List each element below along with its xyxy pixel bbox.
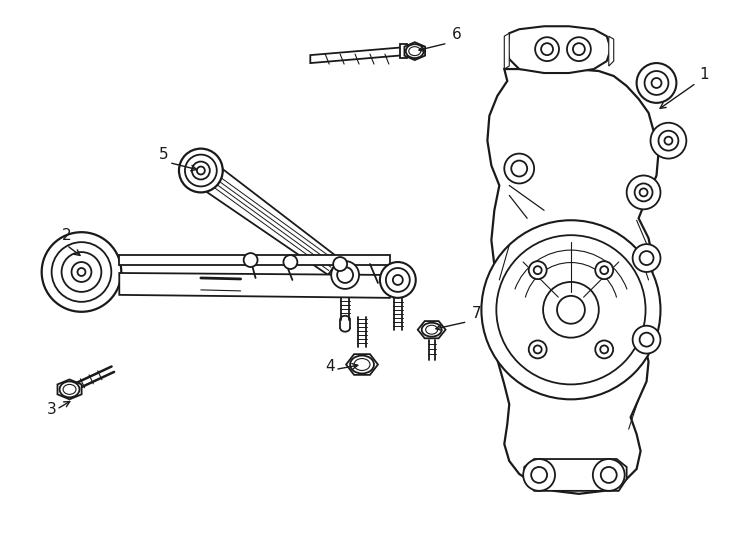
Circle shape [535, 37, 559, 61]
Circle shape [71, 262, 92, 282]
Ellipse shape [354, 359, 370, 370]
Text: 4: 4 [325, 360, 335, 374]
Polygon shape [310, 47, 405, 63]
Circle shape [185, 154, 217, 186]
Circle shape [51, 242, 112, 302]
Polygon shape [346, 354, 378, 375]
Text: 5: 5 [159, 146, 169, 161]
Ellipse shape [406, 44, 424, 58]
Circle shape [664, 137, 672, 145]
Circle shape [393, 275, 403, 285]
Ellipse shape [59, 381, 79, 397]
Text: 7: 7 [471, 306, 481, 321]
Circle shape [557, 296, 585, 323]
Circle shape [244, 253, 258, 267]
Circle shape [534, 346, 542, 353]
Polygon shape [120, 255, 390, 265]
Circle shape [528, 261, 547, 279]
Circle shape [595, 261, 613, 279]
Circle shape [650, 123, 686, 159]
Circle shape [283, 255, 297, 269]
Circle shape [192, 161, 210, 179]
Circle shape [496, 235, 646, 384]
Circle shape [636, 63, 677, 103]
Circle shape [652, 78, 661, 88]
Text: 6: 6 [451, 27, 461, 42]
Circle shape [600, 266, 608, 274]
Circle shape [573, 43, 585, 55]
Polygon shape [608, 36, 614, 66]
Circle shape [179, 148, 222, 192]
Ellipse shape [426, 325, 437, 334]
Ellipse shape [350, 355, 374, 374]
Circle shape [639, 251, 653, 265]
Circle shape [595, 340, 613, 359]
Polygon shape [418, 321, 446, 338]
Polygon shape [404, 42, 425, 60]
Circle shape [658, 131, 678, 151]
Ellipse shape [422, 323, 442, 336]
Circle shape [42, 232, 121, 312]
Polygon shape [504, 33, 509, 69]
Polygon shape [524, 459, 627, 491]
Circle shape [635, 184, 653, 201]
Circle shape [633, 244, 661, 272]
Polygon shape [207, 170, 340, 275]
Circle shape [528, 340, 547, 359]
Circle shape [333, 257, 347, 271]
Circle shape [593, 459, 625, 491]
Circle shape [337, 267, 353, 283]
Circle shape [639, 333, 653, 347]
Text: 2: 2 [62, 228, 71, 243]
Polygon shape [400, 44, 407, 58]
Ellipse shape [409, 46, 421, 56]
Circle shape [601, 467, 617, 483]
Circle shape [600, 346, 608, 353]
Circle shape [531, 467, 547, 483]
Circle shape [197, 166, 205, 174]
Polygon shape [487, 69, 658, 494]
Circle shape [504, 153, 534, 184]
Circle shape [639, 188, 647, 197]
Text: 3: 3 [47, 402, 57, 417]
Circle shape [644, 71, 669, 95]
Circle shape [62, 252, 101, 292]
Polygon shape [507, 26, 611, 73]
Ellipse shape [63, 384, 76, 394]
Circle shape [567, 37, 591, 61]
Circle shape [78, 268, 85, 276]
Circle shape [633, 326, 661, 354]
Circle shape [627, 176, 661, 210]
Circle shape [386, 268, 410, 292]
Polygon shape [120, 273, 390, 298]
Circle shape [380, 262, 415, 298]
Polygon shape [57, 380, 81, 400]
Circle shape [534, 266, 542, 274]
Text: 1: 1 [700, 67, 709, 82]
Circle shape [523, 459, 555, 491]
Circle shape [482, 220, 661, 400]
Circle shape [541, 43, 553, 55]
Circle shape [331, 261, 359, 289]
Circle shape [512, 160, 527, 177]
Circle shape [543, 282, 599, 338]
